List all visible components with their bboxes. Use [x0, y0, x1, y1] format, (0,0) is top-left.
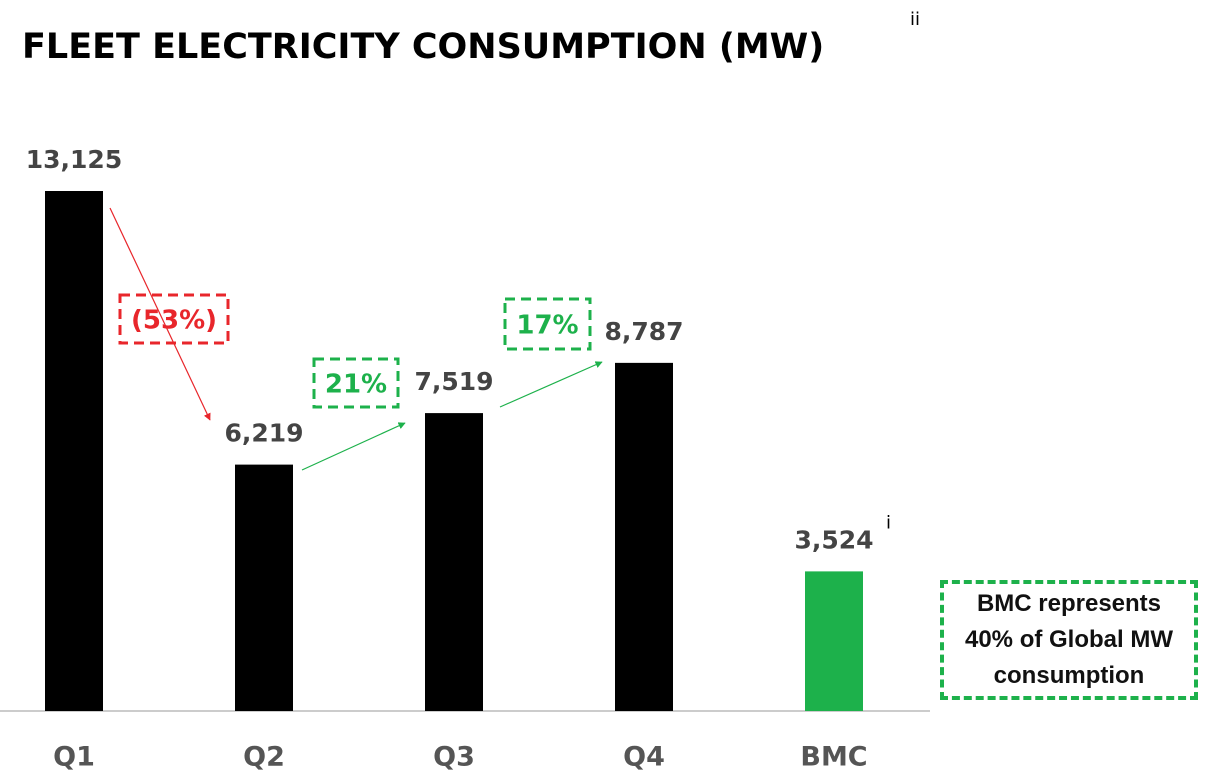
value-label: 6,219 [224, 419, 303, 448]
value-label: 7,519 [414, 367, 493, 396]
x-tick-label: BMC [800, 742, 867, 773]
value-label: 13,125 [26, 145, 122, 174]
annotation: 21% [325, 370, 387, 400]
annotation: (53%) [131, 306, 217, 336]
bar [615, 362, 673, 711]
title-superscript: ii [910, 9, 920, 30]
annotation: 17% [516, 311, 578, 341]
x-tick-label: Q1 [53, 742, 95, 773]
bar [805, 571, 863, 711]
bar [235, 464, 293, 711]
bar [425, 413, 483, 711]
x-tick-label: Q2 [243, 742, 285, 773]
chart-title: FLEET ELECTRICITY CONSUMPTION (MW) [22, 27, 824, 67]
value-label: 8,787 [604, 317, 683, 346]
x-tick-label: Q3 [433, 742, 475, 773]
value-label: 3,524 [794, 525, 873, 554]
arrow [109, 207, 211, 421]
annotation-box [118, 293, 230, 345]
arrow [301, 422, 406, 471]
annotation-box [503, 297, 592, 351]
value-superscript: i [886, 512, 891, 533]
bar [45, 191, 103, 711]
arrow [499, 361, 603, 408]
x-tick-label: Q4 [623, 742, 665, 773]
note-box: BMC represents 40% of Global MW consumpt… [940, 580, 1198, 700]
annotation-box [312, 357, 400, 409]
